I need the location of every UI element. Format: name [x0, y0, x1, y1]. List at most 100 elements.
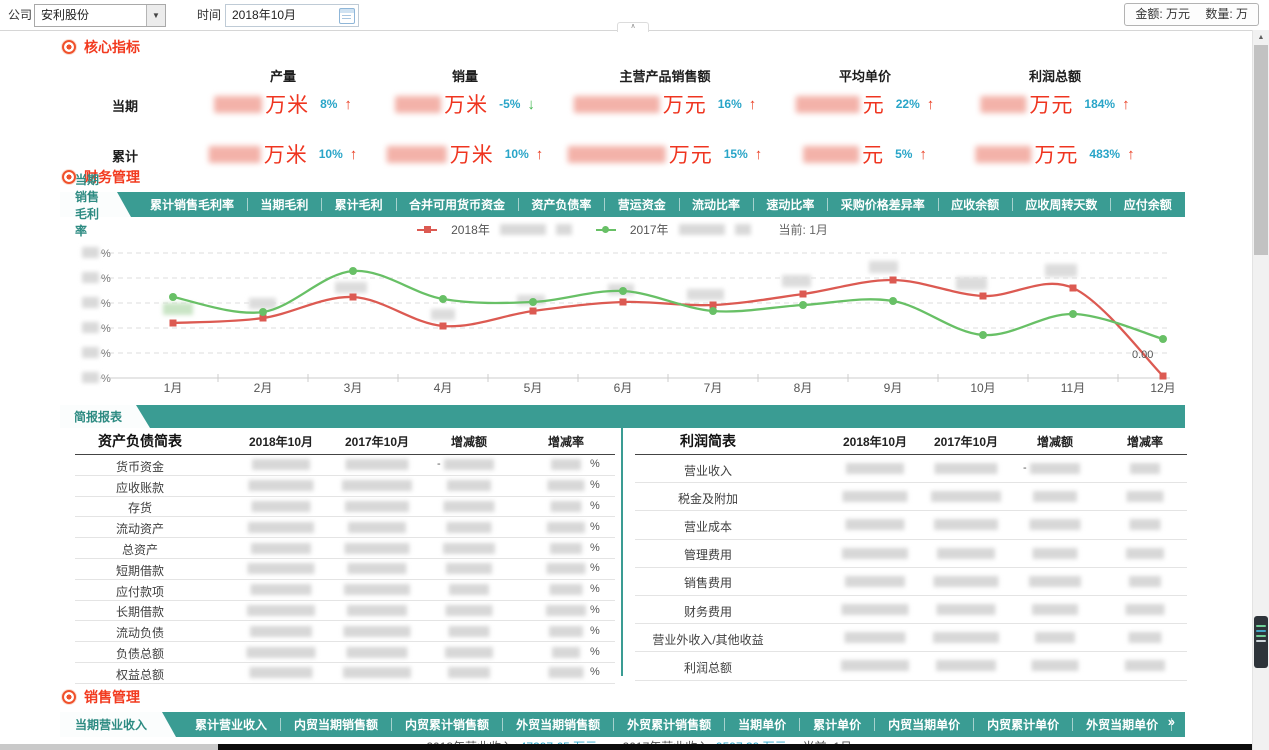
metric-percent: 15%	[723, 147, 748, 161]
finance-tab-3[interactable]: 合并可用货币资金	[409, 198, 506, 212]
metric-percent: 16%	[717, 97, 742, 111]
sales-tab-0[interactable]: 累计营业收入	[195, 718, 268, 732]
finance-tab-active[interactable]: 当期销售毛利率	[60, 173, 131, 238]
redacted-value	[842, 547, 908, 559]
vertical-scrollbar[interactable]: ▲	[1252, 30, 1269, 750]
tab-divider	[502, 718, 504, 731]
legend-current-period: 当前: 1月	[803, 738, 852, 744]
sales-tabbar: 当期营业收入 累计营业收入 内贸当期销售额 内贸累计销售额 外贸当期销售额 外贸累计销售额…	[60, 712, 1185, 737]
redacted-value	[251, 500, 311, 512]
trend-up-icon: ↑	[535, 145, 544, 163]
tab-divider	[1072, 718, 1074, 731]
calendar-icon[interactable]	[339, 8, 355, 24]
finance-tab-2[interactable]: 累计毛利	[334, 198, 383, 212]
svg-text:3月: 3月	[344, 381, 363, 395]
legend-value: 47397.65	[520, 740, 570, 744]
row-label: 流动资产	[115, 522, 165, 537]
finance-tab-4[interactable]: 资产负债率	[531, 198, 592, 212]
redacted-value	[1126, 491, 1164, 503]
scroll-up-icon[interactable]: ▲	[1257, 34, 1265, 41]
finance-tab-9[interactable]: 应收余额	[951, 198, 1000, 212]
sales-tab-8[interactable]: 内贸累计单价	[987, 718, 1060, 732]
trend-up-icon: ↑	[344, 95, 352, 113]
chart-annotation: 0.00	[1132, 349, 1153, 361]
sales-tab-3[interactable]: 外贸当期销售额	[516, 718, 601, 732]
table-title: 利润简表	[680, 433, 736, 449]
redacted-value	[344, 584, 410, 596]
trend-up-icon: ↑	[754, 145, 763, 163]
redacted-value	[573, 95, 660, 113]
redacted-value	[1129, 519, 1161, 531]
finance-tab-5[interactable]: 营运资金	[617, 198, 666, 212]
sales-tab-7[interactable]: 内贸当期单价	[888, 718, 961, 732]
collapse-panel-button[interactable]: ∧	[617, 22, 649, 32]
dropdown-arrow-icon[interactable]: ▼	[146, 5, 165, 26]
sales-tab-2[interactable]: 内贸累计销售额	[405, 718, 490, 732]
table-column-header: 2017年10月	[933, 435, 999, 449]
report-tab[interactable]: 简报报表	[60, 405, 151, 428]
tab-divider	[799, 718, 801, 731]
company-select[interactable]: 安利股份 ▼	[34, 4, 166, 27]
redacted-value	[1032, 547, 1078, 559]
trend-up-icon: ↑	[1122, 95, 1130, 113]
finance-tab-0[interactable]: 累计销售毛利率	[149, 198, 234, 212]
row-label: 应付款项	[115, 584, 165, 599]
redacted-value	[1130, 463, 1160, 475]
sales-tab-9[interactable]: 外贸当期单价	[1086, 718, 1159, 732]
legend-current-period: 当前: 1月	[778, 223, 828, 237]
scrollbar-thumb[interactable]	[1254, 45, 1268, 255]
trend-up-icon: ↑	[926, 95, 935, 113]
section-bullet-icon	[62, 40, 76, 54]
sales-tab-4[interactable]: 外贸累计销售额	[627, 718, 712, 732]
metric-value-cell: 万米 10% ↑	[208, 139, 358, 169]
redacted-value	[347, 563, 407, 575]
sales-tab-5[interactable]: 当期单价	[738, 718, 787, 732]
legend-square-icon: ■	[613, 743, 619, 744]
redacted-value	[443, 542, 495, 554]
floating-tool-widget[interactable]	[1254, 616, 1268, 668]
table-row: 流动资产%	[75, 517, 615, 539]
redacted-value	[550, 542, 582, 554]
svg-text:%: %	[101, 248, 111, 260]
table-column-header: 2018年10月	[842, 435, 908, 449]
sales-overflow-icon[interactable]: »	[1167, 714, 1175, 729]
finance-tab-11[interactable]: 应付余额	[1123, 198, 1172, 212]
redacted-datalabel	[782, 275, 811, 287]
redacted-value	[803, 145, 860, 163]
sales-tab-active[interactable]: 当期营业收入	[60, 712, 177, 737]
metric-column-title: 销量	[451, 69, 479, 84]
finance-tab-7[interactable]: 速动比率	[766, 198, 815, 212]
table-title: 资产负债简表	[98, 433, 182, 449]
metric-percent: 8%	[320, 97, 338, 111]
table-row: 销售费用	[635, 568, 1187, 596]
redacted-value	[845, 575, 905, 587]
bottom-strip-black	[218, 744, 1269, 750]
redacted-value	[342, 480, 412, 492]
finance-tab-10[interactable]: 应收周转天数	[1025, 198, 1098, 212]
redacted-value	[214, 95, 263, 113]
trend-up-icon: ↑	[1127, 145, 1135, 163]
sales-tab-1[interactable]: 内贸当期销售额	[294, 718, 379, 732]
time-input[interactable]: 2018年10月	[225, 4, 359, 27]
redacted-value	[933, 632, 999, 644]
redacted-datalabel	[431, 309, 455, 320]
table-column-header: 增减额	[1036, 435, 1074, 449]
table-row: 短期借款%	[75, 559, 615, 580]
finance-tab-6[interactable]: 流动比率	[692, 198, 741, 212]
minus-sign: -	[1023, 462, 1027, 475]
finance-tab-1[interactable]: 当期毛利	[260, 198, 309, 212]
legend-marker-2017-icon	[595, 226, 616, 233]
finance-tab-8[interactable]: 采购价格差异率	[840, 198, 925, 212]
row-label: 长期借款	[115, 605, 165, 620]
metric-percent: 5%	[895, 147, 913, 161]
sales-tab-6[interactable]: 累计单价	[813, 718, 862, 732]
redacted-value	[975, 145, 1032, 163]
svg-text:4月: 4月	[434, 381, 453, 395]
redacted-value	[1030, 463, 1080, 475]
trend-up-icon: ↑	[349, 145, 358, 163]
percent-sign: %	[590, 624, 600, 637]
redacted-value	[934, 519, 998, 531]
metric-value-cell: 元 22% ↑	[795, 89, 935, 119]
section-core-indicators: 核心指标	[62, 37, 140, 57]
redacted-value	[1129, 575, 1161, 587]
